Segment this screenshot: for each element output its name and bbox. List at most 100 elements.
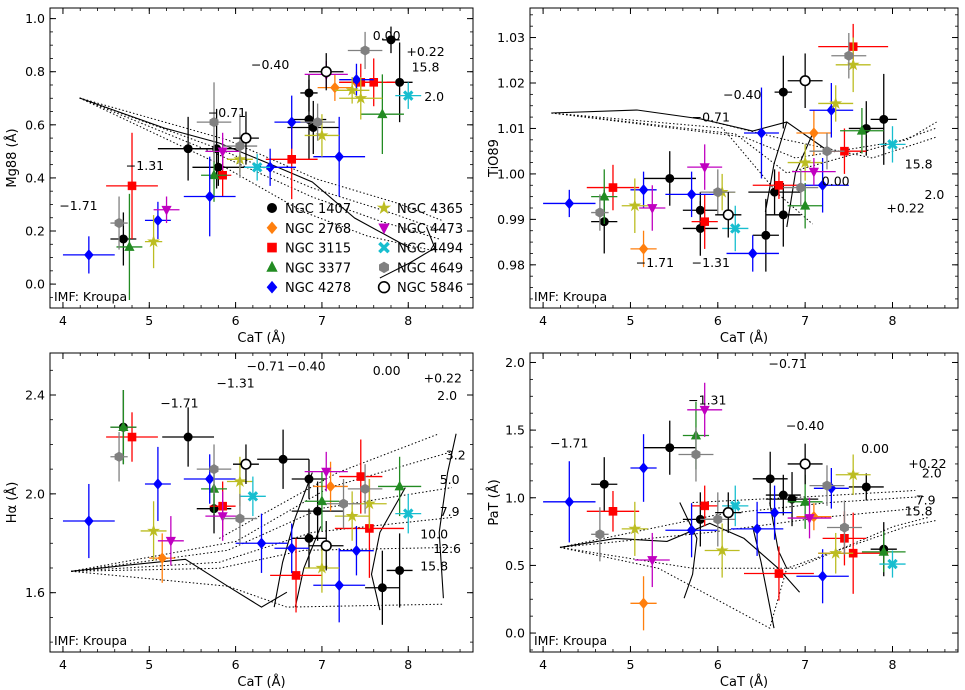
point-marker: [247, 491, 259, 502]
data-point-ngc-4278: [744, 87, 779, 179]
point-marker: [700, 501, 709, 511]
x-tick-label: 7: [318, 313, 326, 328]
data-point-ngc-4473: [205, 132, 240, 170]
y-tick-label: 0.4: [25, 170, 45, 185]
data-point-ngc-4278: [62, 483, 115, 559]
grid-label: 15.8: [412, 60, 440, 75]
imf-annotation: IMF: Kroupa: [534, 633, 607, 648]
data-point-ngc-4278: [274, 523, 309, 573]
data-point-ngc-4365: [621, 501, 648, 556]
panel-halpha: −0.71 −0.40 0.00 +0.22 −1.31 2.0 −1.71 3.2 5.0 7.…: [4, 352, 474, 690]
data-point-ngc-3115: [586, 491, 640, 532]
point-marker: [118, 421, 129, 432]
point-marker: [796, 182, 806, 193]
grid-label: −0.40: [786, 418, 824, 433]
grid-label: −0.71: [208, 105, 246, 120]
point-marker: [878, 546, 889, 556]
legend-item: NGC 1407: [267, 202, 351, 217]
data-point-ngc-2768: [630, 576, 657, 631]
x-axis-label: CaT (Å): [720, 330, 768, 346]
data-point-ngc-4649: [591, 507, 609, 562]
x-tick-label: 6: [232, 313, 240, 328]
data-point-ngc-1407: [752, 198, 779, 272]
data-point-ngc-4473: [205, 491, 240, 541]
point-marker: [778, 210, 788, 220]
point-marker: [84, 249, 94, 261]
point-marker: [879, 114, 889, 124]
point-marker: [356, 472, 366, 481]
data-point-ngc-1407: [291, 459, 327, 499]
point-marker: [829, 546, 843, 559]
legend-label: NGC 3377: [285, 261, 351, 276]
point-marker: [808, 167, 819, 178]
point-marker: [321, 467, 332, 478]
point-marker: [240, 132, 252, 144]
grid-label: 3.2: [446, 447, 466, 462]
point-marker: [800, 495, 811, 506]
point-marker: [183, 144, 193, 154]
model-grid-dotted-line: [218, 433, 440, 539]
model-grid-solid-line: [752, 526, 775, 629]
point-marker: [638, 243, 649, 255]
data-point-ngc-4649: [347, 31, 383, 70]
imf-annotation: IMF: Kroupa: [534, 289, 607, 304]
model-grid: [71, 433, 457, 611]
point-marker: [114, 217, 124, 229]
point-marker: [153, 214, 163, 227]
imf-annotation: IMF: Kroupa: [54, 289, 127, 304]
x-tick-label: 5: [626, 657, 634, 672]
point-marker: [235, 513, 245, 524]
data-point-ngc-3377: [378, 456, 422, 517]
data-point-ngc-4365: [704, 523, 740, 578]
data-point-ngc-4649: [347, 464, 383, 514]
point-marker: [256, 537, 267, 549]
data-point-ngc-4278: [726, 235, 779, 272]
data-point-ngc-4278: [757, 485, 793, 540]
x-tick-label: 4: [539, 657, 547, 672]
point-marker: [595, 207, 605, 218]
data-point-ngc-4649: [831, 33, 867, 79]
data-point-ngc-4473: [687, 144, 723, 190]
panel-pat: −0.71−1.31−0.40−1.71 0.00+0.222.07.915.84…: [486, 352, 959, 690]
point-marker: [699, 163, 710, 173]
data-point-ngc-3115: [691, 194, 718, 249]
y-tick-label: 0.5: [505, 558, 525, 573]
x-tick-label: 7: [801, 313, 809, 328]
data-point-ngc-4365: [140, 501, 167, 561]
legend-marker: [379, 261, 389, 274]
legend-label: NGC 2768: [285, 222, 351, 237]
data-point-ngc-4649: [700, 169, 736, 215]
point-marker: [313, 117, 323, 128]
point-marker: [240, 458, 252, 470]
grid-label: 10.0: [420, 526, 448, 541]
data-point-ngc-4278: [62, 236, 115, 274]
point-marker: [208, 169, 220, 180]
grid-label: +0.22: [908, 456, 946, 471]
grid-label: −1.31: [216, 376, 254, 391]
data-point-ngc-2768: [796, 110, 832, 156]
grid-label: 15.8: [905, 503, 933, 518]
data-point-ngc-4494: [879, 126, 906, 163]
point-marker: [127, 181, 137, 191]
data-point-ngc-4649: [110, 196, 128, 250]
data-point-ngc-3377: [787, 183, 823, 229]
data-point-ngc-5846: [787, 443, 823, 485]
point-marker: [304, 533, 314, 543]
point-marker: [286, 542, 297, 554]
data-point-ngc-4649: [809, 133, 845, 170]
grid-label: 0.00: [861, 441, 889, 456]
point-marker: [127, 432, 137, 442]
grid-label: −0.71: [769, 356, 807, 371]
data-point-ngc-1407: [192, 148, 245, 186]
data-points: [543, 382, 906, 631]
legend-marker: [266, 221, 278, 235]
data-point-ngc-4649: [196, 444, 232, 494]
data-point-ngc-4278: [313, 548, 366, 623]
point-marker: [84, 515, 94, 527]
point-marker: [809, 127, 819, 139]
legend-item: NGC 4494: [378, 242, 463, 257]
y-tick-label: 0.6: [25, 117, 45, 132]
data-point-ngc-2768: [317, 74, 353, 101]
point-marker: [394, 480, 405, 491]
data-point-ngc-4278: [543, 189, 596, 218]
